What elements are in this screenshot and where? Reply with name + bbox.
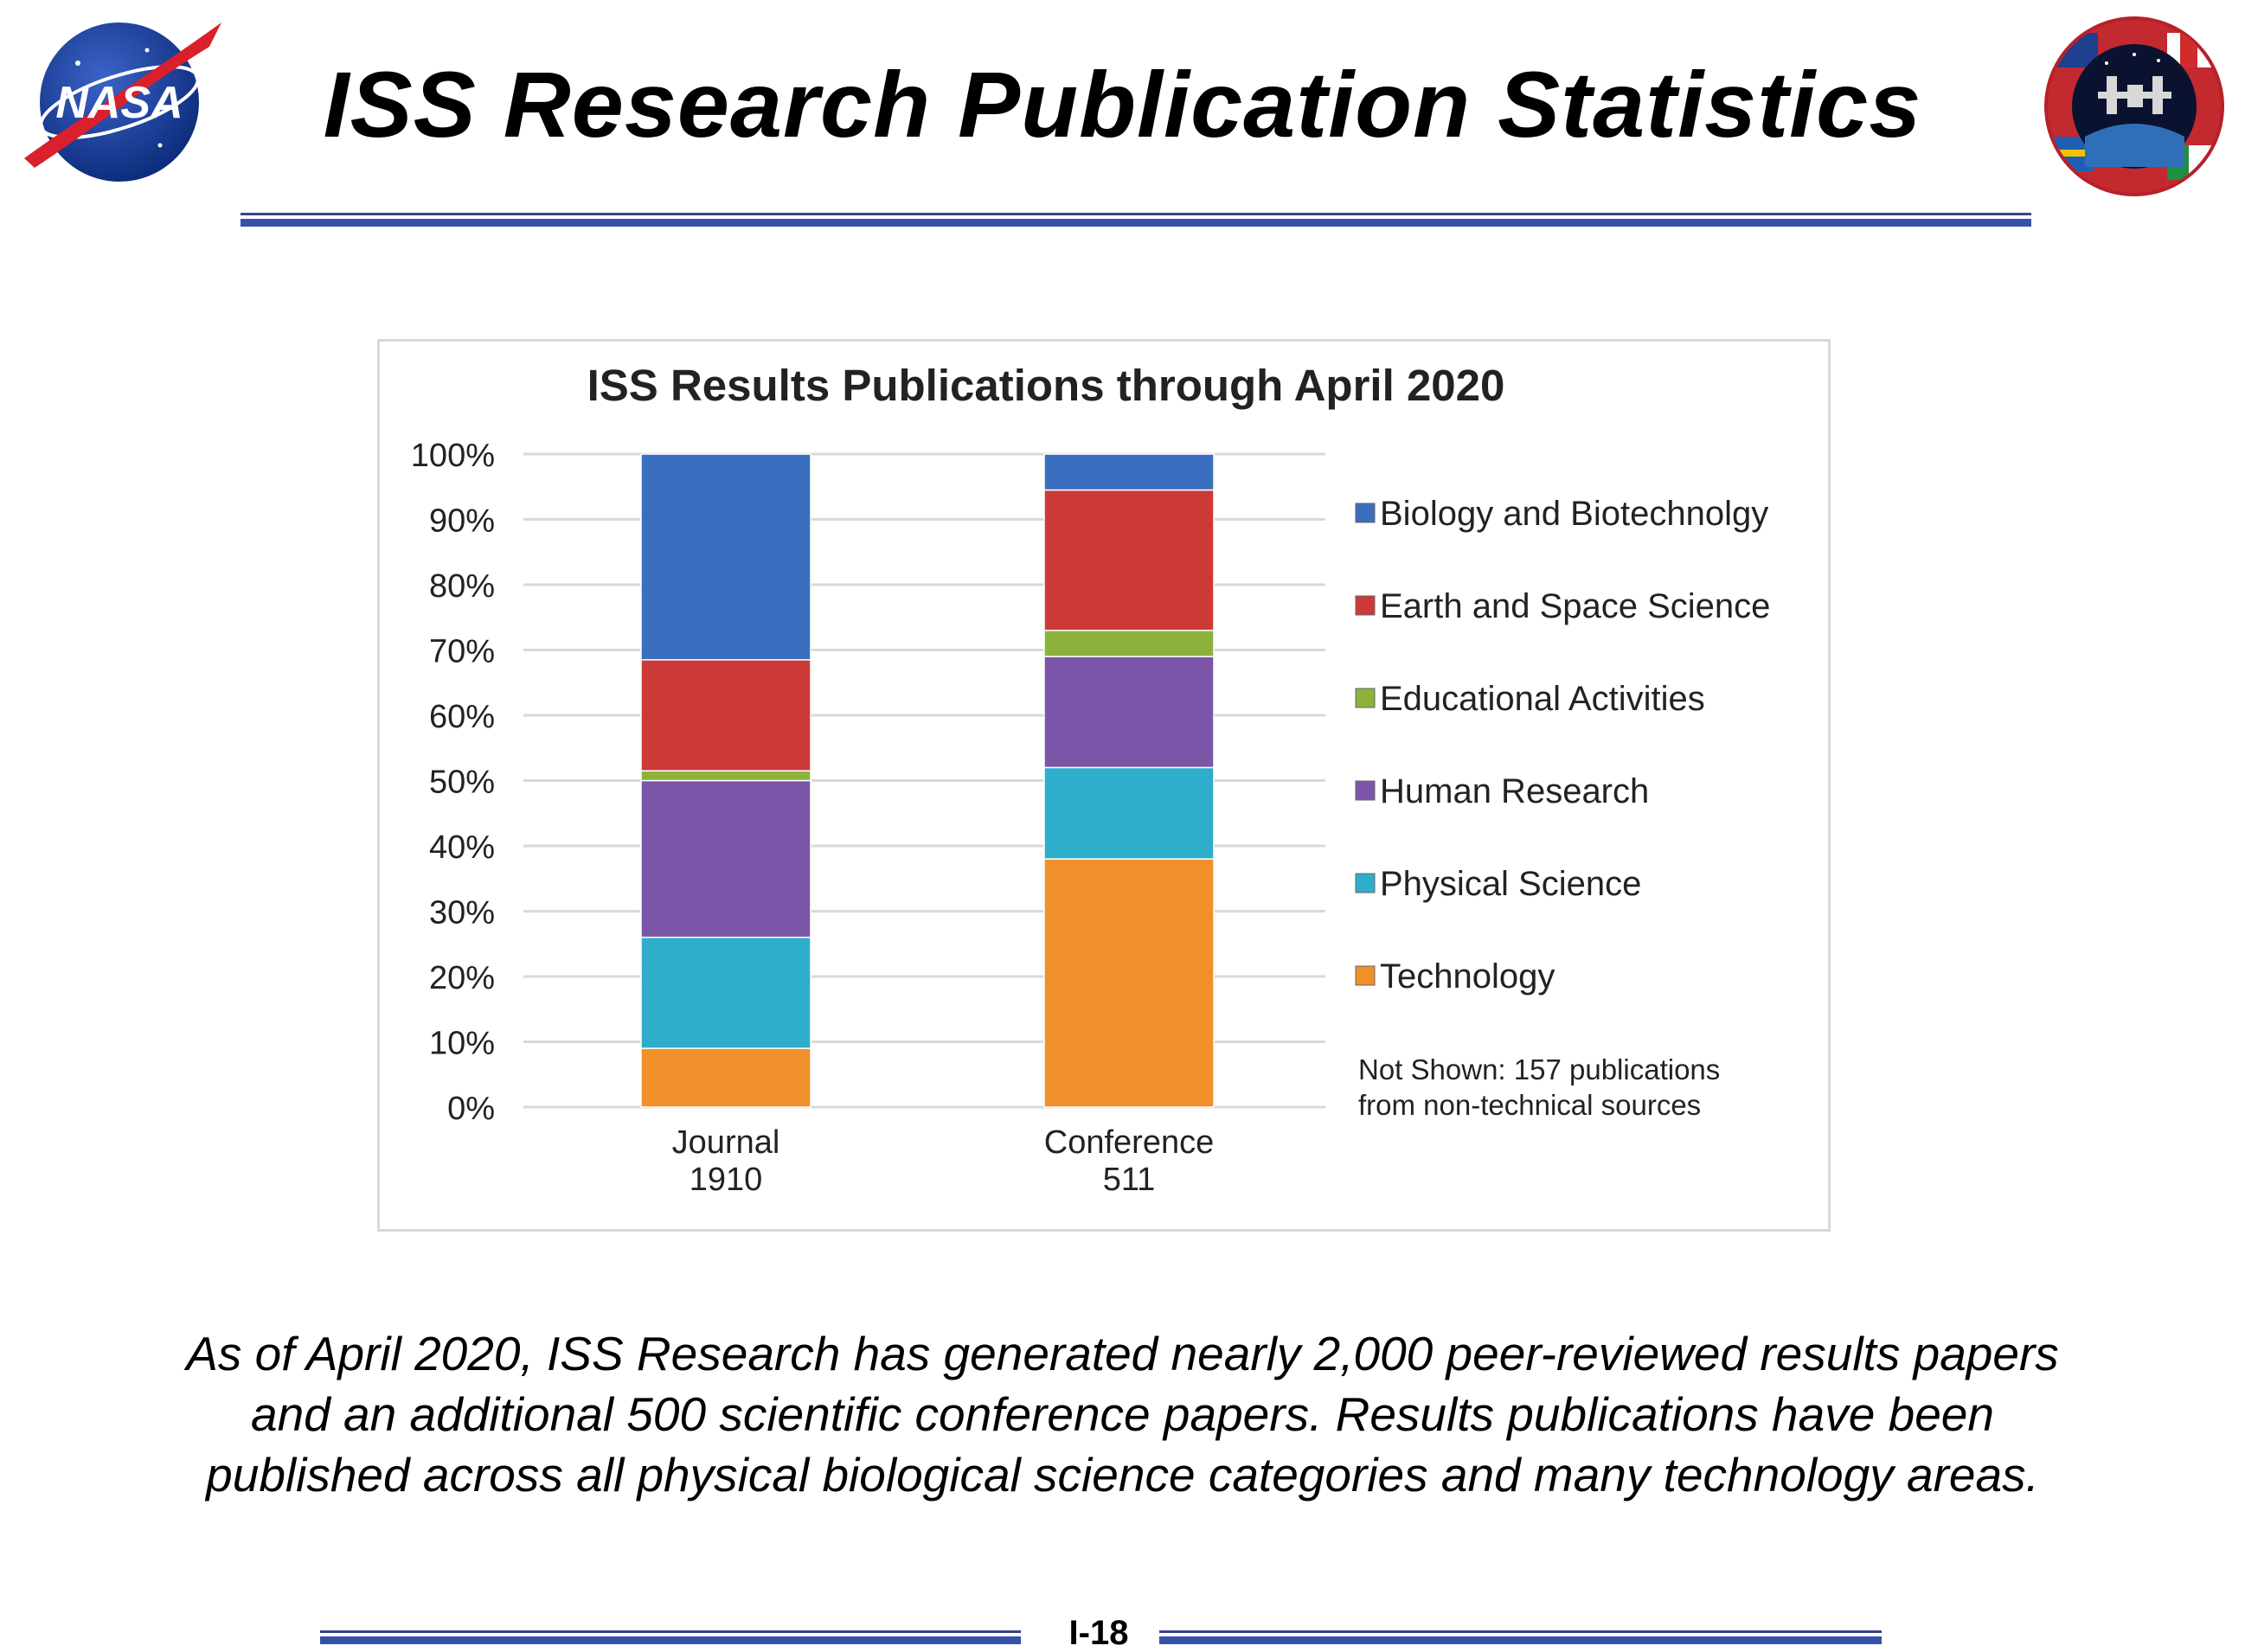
y-tick-label: 0% [447, 1091, 495, 1127]
footer-rule-right [1159, 1630, 1882, 1644]
chart-frame: ISS Results Publications through April 2… [377, 339, 1831, 1232]
annotation-line: Not Shown: 157 publications [1358, 1053, 1720, 1085]
bar-segment [640, 770, 811, 782]
bar-segment [640, 453, 811, 661]
bar-segment [640, 936, 811, 1049]
footer-rule-left [320, 1630, 1021, 1644]
legend-swatch [1355, 965, 1376, 986]
caption-line: and an additional 500 scientific confere… [251, 1387, 1994, 1441]
bar-segment [1043, 766, 1215, 860]
y-tick-label: 10% [429, 1026, 495, 1062]
x-category-count: 511 [1103, 1162, 1156, 1198]
annotation-line: from non-technical sources [1358, 1089, 1701, 1121]
legend-swatch [1355, 503, 1376, 523]
stacked-bar-chart: ISS Results Publications through April 2… [411, 361, 1771, 1198]
title-underline-rule [241, 213, 2031, 227]
caption-line: published across all physical biological… [206, 1448, 2039, 1502]
legend-label: Human Research [1380, 772, 1649, 810]
bar-segment [1043, 630, 1215, 657]
y-tick-label: 50% [429, 765, 495, 801]
legend-label: Technology [1380, 957, 1555, 996]
page-number: I-18 [1068, 1614, 1129, 1652]
y-tick-label: 40% [429, 829, 495, 866]
y-tick-label: 60% [429, 699, 495, 735]
y-tick-label: 90% [429, 503, 495, 540]
bar-segment [1043, 453, 1215, 491]
caption-line: As of April 2020, ISS Research has gener… [186, 1327, 2059, 1380]
bar-segment [640, 779, 811, 938]
chart-title: ISS Results Publications through April 2… [587, 361, 1505, 410]
y-tick-label: 30% [429, 895, 495, 932]
bar-segment [640, 1047, 811, 1108]
legend-swatch [1355, 688, 1376, 708]
legend-label: Earth and Space Science [1380, 587, 1770, 625]
legend-label: Biology and Biotechnolgy [1380, 495, 1768, 533]
bar-segment [1043, 858, 1215, 1108]
bar-segment [1043, 489, 1215, 631]
legend-label: Educational Activities [1380, 680, 1705, 718]
y-tick-label: 80% [429, 568, 495, 605]
nasa-logo: NASA [24, 22, 221, 182]
x-category-count: 1910 [690, 1162, 763, 1198]
bar-segment [640, 659, 811, 772]
y-tick-label: 100% [411, 438, 495, 474]
slide-title: ISS Research Publication Statistics [323, 52, 1922, 157]
svg-text:NASA: NASA [55, 78, 183, 128]
legend-swatch [1355, 873, 1376, 893]
caption: As of April 2020, ISS Research has gener… [69, 1323, 2176, 1505]
y-tick-label: 70% [429, 634, 495, 670]
iss-emblem-logo [2044, 16, 2224, 196]
x-category-label: Conference [1044, 1124, 1214, 1161]
legend-label: Physical Science [1380, 865, 1641, 903]
legend-swatch [1355, 595, 1376, 616]
bar-segment [1043, 656, 1215, 769]
legend-swatch [1355, 780, 1376, 801]
y-tick-label: 20% [429, 960, 495, 996]
x-category-label: Journal [672, 1124, 780, 1161]
